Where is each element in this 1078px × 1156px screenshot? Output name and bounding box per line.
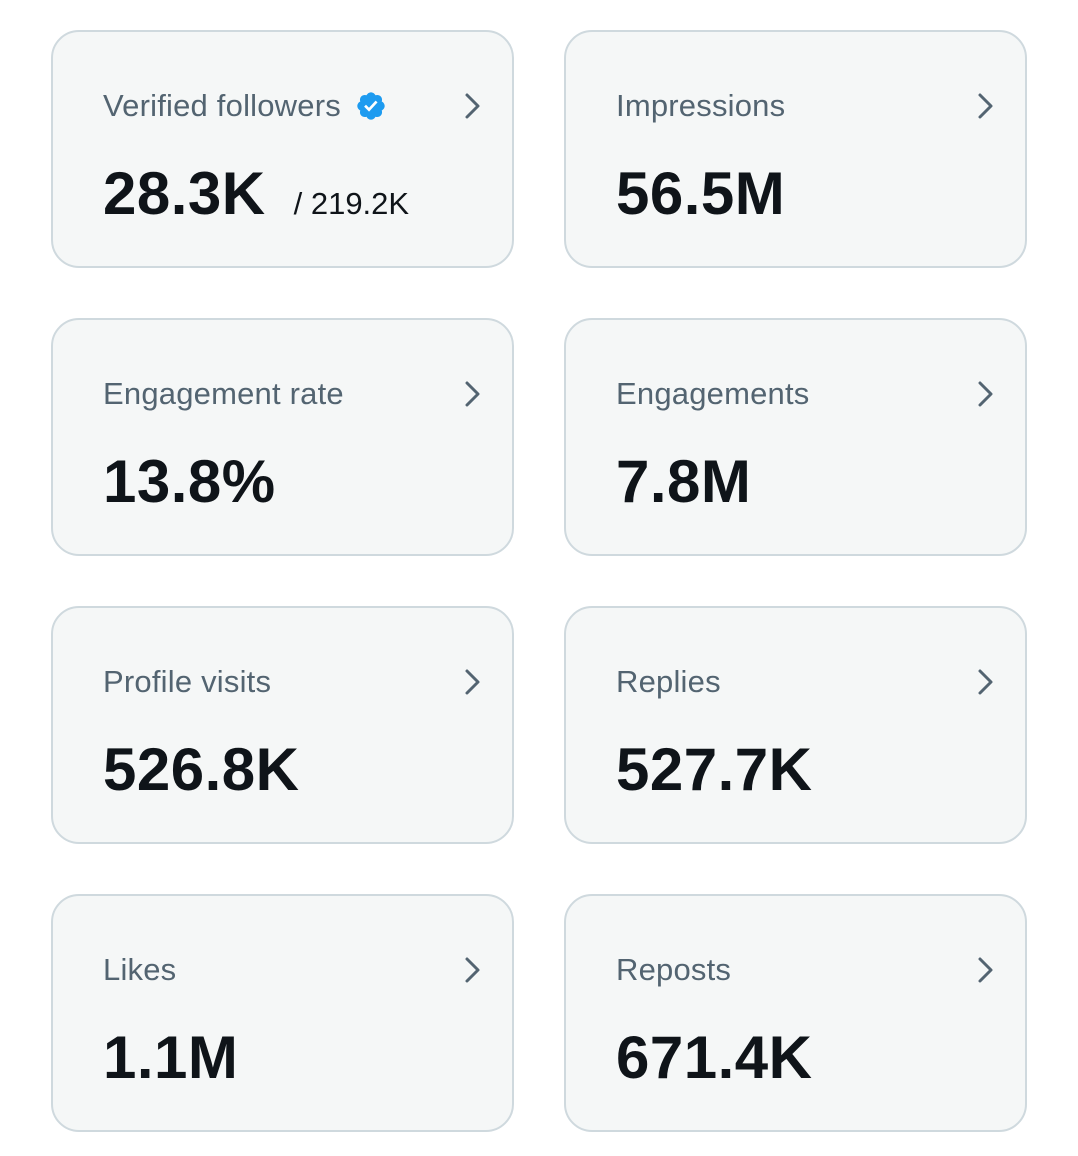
metric-value-row: 13.8% (103, 452, 276, 512)
card-header: Likes (103, 950, 488, 990)
chevron-right-icon[interactable] (969, 90, 1001, 122)
metric-value: 526.8K (103, 736, 300, 803)
metric-label: Engagement rate (103, 376, 344, 411)
metric-value: 1.1M (103, 1024, 239, 1091)
card-header: Engagement rate (103, 374, 488, 414)
metric-value-row: 527.7K (616, 740, 812, 800)
metric-value-row: 526.8K (103, 740, 299, 800)
metric-value-row: 1.1M (103, 1028, 238, 1088)
metric-card-replies[interactable]: Replies 527.7K (564, 606, 1027, 844)
metric-value: 527.7K (616, 736, 813, 803)
chevron-right-icon[interactable] (456, 666, 488, 698)
metric-label: Profile visits (103, 664, 272, 699)
metric-label: Replies (616, 664, 721, 699)
metric-value-row: 7.8M (616, 452, 751, 512)
metric-card-profile-visits[interactable]: Profile visits 526.8K (51, 606, 514, 844)
metric-card-impressions[interactable]: Impressions 56.5M (564, 30, 1027, 268)
chevron-right-icon[interactable] (969, 954, 1001, 986)
metrics-grid: Verified followers 28.3K / 219.2K Impres… (51, 30, 1027, 1132)
metric-card-likes[interactable]: Likes 1.1M (51, 894, 514, 1132)
card-header: Engagements (616, 374, 1001, 414)
card-header: Replies (616, 662, 1001, 702)
metric-label: Engagements (616, 376, 810, 411)
card-header: Reposts (616, 950, 1001, 990)
metric-total: / 219.2K (293, 186, 410, 221)
chevron-right-icon[interactable] (969, 666, 1001, 698)
metric-value-row: 56.5M (616, 164, 785, 224)
metric-value: 671.4K (616, 1024, 813, 1091)
chevron-right-icon[interactable] (969, 378, 1001, 410)
metric-value: 28.3K (103, 160, 266, 227)
metric-card-engagements[interactable]: Engagements 7.8M (564, 318, 1027, 556)
metric-card-engagement-rate[interactable]: Engagement rate 13.8% (51, 318, 514, 556)
metric-card-verified-followers[interactable]: Verified followers 28.3K / 219.2K (51, 30, 514, 268)
chevron-right-icon[interactable] (456, 954, 488, 986)
card-header: Impressions (616, 86, 1001, 126)
metric-label: Likes (103, 952, 177, 987)
metric-value: 13.8% (103, 448, 276, 515)
metric-label: Verified followers (103, 88, 341, 123)
card-header: Verified followers (103, 86, 488, 126)
metric-card-reposts[interactable]: Reposts 671.4K (564, 894, 1027, 1132)
verified-badge-icon (355, 90, 387, 122)
chevron-right-icon[interactable] (456, 90, 488, 122)
metric-value: 56.5M (616, 160, 786, 227)
metric-value-row: 28.3K / 219.2K (103, 164, 409, 224)
metric-label: Impressions (616, 88, 786, 123)
card-header: Profile visits (103, 662, 488, 702)
metric-label: Reposts (616, 952, 732, 987)
metric-value-row: 671.4K (616, 1028, 812, 1088)
metric-value: 7.8M (616, 448, 752, 515)
chevron-right-icon[interactable] (456, 378, 488, 410)
